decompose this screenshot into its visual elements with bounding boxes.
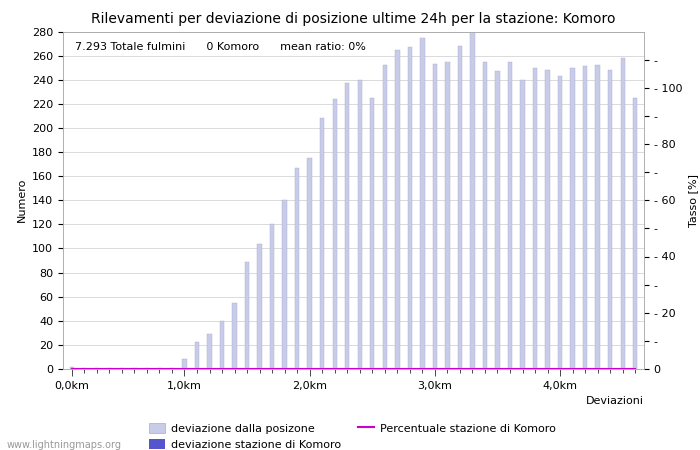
Percentuale stazione di Komoro <box>594 366 602 372</box>
Percentuale stazione di Komoro <box>330 366 339 372</box>
Bar <box>107 368 111 369</box>
Percentuale stazione di Komoro <box>105 366 113 372</box>
Legend: deviazione dalla posizone, deviazione stazione di Komoro, Percentuale stazione d: deviazione dalla posizone, deviazione st… <box>144 418 560 450</box>
Bar <box>345 83 349 369</box>
Bar <box>145 368 149 369</box>
Bar <box>596 65 600 369</box>
Bar <box>282 200 287 369</box>
Bar <box>483 62 487 369</box>
Percentuale stazione di Komoro <box>130 366 139 372</box>
Percentuale stazione di Komoro <box>143 366 151 372</box>
Bar <box>583 67 587 369</box>
Percentuale stazione di Komoro <box>506 366 514 372</box>
Percentuale stazione di Komoro <box>418 366 426 372</box>
Title: Rilevamenti per deviazione di posizione ultime 24h per la stazione: Komoro: Rilevamenti per deviazione di posizione … <box>91 12 616 26</box>
Percentuale stazione di Komoro <box>168 366 176 372</box>
Bar <box>195 342 200 369</box>
Bar <box>232 303 237 369</box>
Percentuale stazione di Komoro <box>243 366 251 372</box>
Percentuale stazione di Komoro <box>318 366 326 372</box>
Percentuale stazione di Komoro <box>531 366 539 372</box>
Bar <box>570 68 575 369</box>
Percentuale stazione di Komoro <box>356 366 364 372</box>
Percentuale stazione di Komoro <box>368 366 377 372</box>
Bar <box>132 368 137 369</box>
Percentuale stazione di Komoro <box>230 366 239 372</box>
Bar <box>433 64 437 369</box>
Bar <box>182 360 187 369</box>
Percentuale stazione di Komoro <box>518 366 526 372</box>
Percentuale stazione di Komoro <box>68 366 76 372</box>
Bar <box>496 71 500 369</box>
Bar <box>120 368 124 369</box>
Percentuale stazione di Komoro <box>430 366 439 372</box>
Percentuale stazione di Komoro <box>381 366 389 372</box>
Percentuale stazione di Komoro <box>155 366 164 372</box>
X-axis label: Deviazioni: Deviazioni <box>586 396 644 406</box>
Bar <box>169 368 174 369</box>
Bar <box>245 262 249 369</box>
Percentuale stazione di Komoro <box>281 366 289 372</box>
Percentuale stazione di Komoro <box>92 366 101 372</box>
Bar <box>470 32 475 369</box>
Percentuale stazione di Komoro <box>494 366 502 372</box>
Text: 7.293 Totale fulmini      0 Komoro      mean ratio: 0%: 7.293 Totale fulmini 0 Komoro mean ratio… <box>75 42 365 52</box>
Bar <box>407 47 412 369</box>
Bar <box>82 368 87 369</box>
Percentuale stazione di Komoro <box>481 366 489 372</box>
Percentuale stazione di Komoro <box>80 366 88 372</box>
Bar <box>258 243 262 369</box>
Percentuale stazione di Komoro <box>468 366 477 372</box>
Y-axis label: Numero: Numero <box>17 178 27 222</box>
Percentuale stazione di Komoro <box>568 366 577 372</box>
Percentuale stazione di Komoro <box>256 366 264 372</box>
Bar <box>358 80 362 369</box>
Bar <box>508 62 512 369</box>
Percentuale stazione di Komoro <box>218 366 226 372</box>
Bar <box>220 321 224 369</box>
Percentuale stazione di Komoro <box>543 366 552 372</box>
Percentuale stazione di Komoro <box>443 366 452 372</box>
Percentuale stazione di Komoro <box>305 366 314 372</box>
Bar <box>520 80 525 369</box>
Percentuale stazione di Komoro <box>181 366 189 372</box>
Percentuale stazione di Komoro <box>393 366 402 372</box>
Percentuale stazione di Komoro <box>456 366 464 372</box>
Bar <box>69 367 74 369</box>
Bar <box>295 168 300 369</box>
Bar <box>370 98 374 369</box>
Bar <box>158 368 162 369</box>
Percentuale stazione di Komoro <box>405 366 414 372</box>
Y-axis label: Tasso [%]: Tasso [%] <box>688 174 698 227</box>
Percentuale stazione di Komoro <box>631 366 639 372</box>
Bar <box>620 58 625 369</box>
Bar <box>420 37 425 369</box>
Percentuale stazione di Komoro <box>606 366 615 372</box>
Bar <box>307 158 312 369</box>
Percentuale stazione di Komoro <box>581 366 589 372</box>
Percentuale stazione di Komoro <box>118 366 126 372</box>
Percentuale stazione di Komoro <box>343 366 351 372</box>
Percentuale stazione di Komoro <box>205 366 214 372</box>
Percentuale stazione di Komoro <box>293 366 302 372</box>
Percentuale stazione di Komoro <box>193 366 201 372</box>
Bar <box>558 76 562 369</box>
Bar <box>445 62 449 369</box>
Bar <box>533 68 538 369</box>
Bar <box>332 99 337 369</box>
Percentuale stazione di Komoro <box>268 366 277 372</box>
Text: www.lightningmaps.org: www.lightningmaps.org <box>7 440 122 450</box>
Bar <box>270 225 274 369</box>
Bar <box>383 65 387 369</box>
Bar <box>608 70 612 369</box>
Percentuale stazione di Komoro <box>556 366 564 372</box>
Bar <box>458 46 462 369</box>
Bar <box>207 334 211 369</box>
Bar <box>633 98 638 369</box>
Percentuale stazione di Komoro <box>619 366 627 372</box>
Bar <box>395 50 400 369</box>
Bar <box>545 70 550 369</box>
Bar <box>94 368 99 369</box>
Bar <box>320 118 324 369</box>
